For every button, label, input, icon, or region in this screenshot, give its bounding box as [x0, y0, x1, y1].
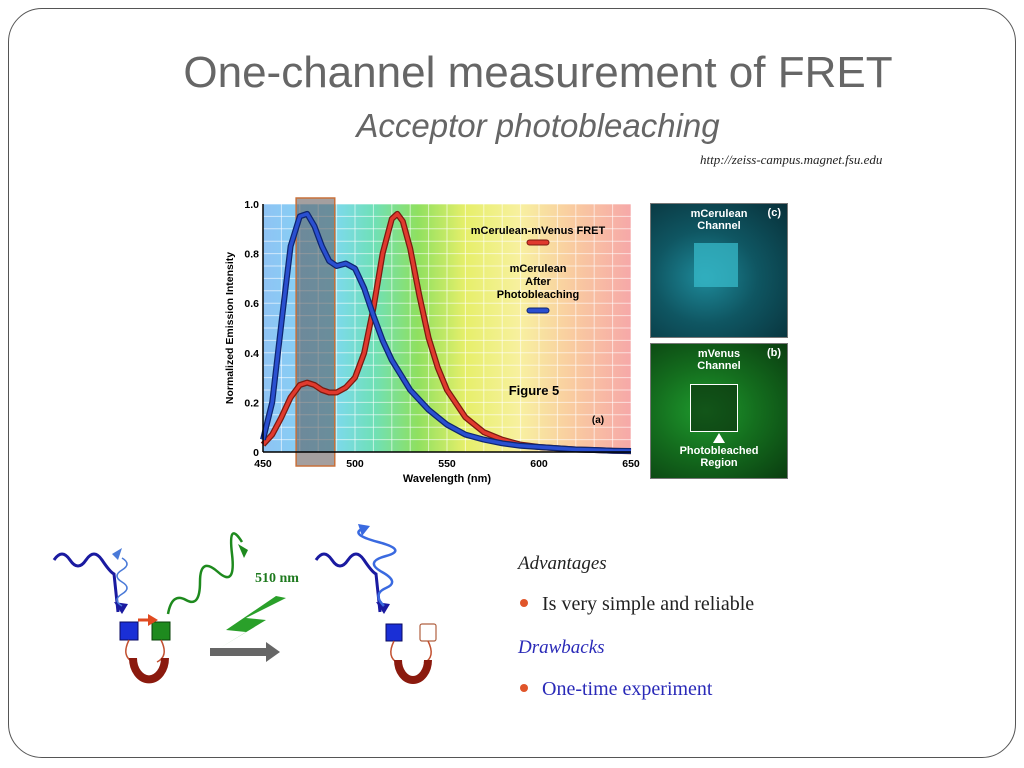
emission-chart: 450 500 550 600 650 0 0.2 0.4 0.6 0.8 1.0 Waveleng…	[224, 197, 640, 485]
y-tick-label: 0.4	[244, 348, 259, 360]
acceptor-box-left	[151, 621, 171, 641]
legend-fret-swatch	[526, 239, 550, 246]
donor-emission-right-icon	[357, 526, 397, 607]
acceptor-emission-wave-icon	[166, 532, 244, 615]
panel-c-title: mCerulean Channel	[690, 208, 748, 232]
energy-transfer-arrowhead-icon	[148, 614, 158, 626]
excitation-arrowhead-right-icon	[376, 602, 390, 614]
x-tick-label: 500	[346, 458, 364, 470]
bullet-dot-icon	[520, 599, 528, 608]
bullet-dot-icon	[520, 684, 528, 693]
x-tick-label: 550	[438, 458, 456, 470]
excitation-wave-right-icon	[314, 552, 382, 613]
legend-after-label: mCerulean After Photobleaching	[497, 263, 580, 301]
photobleached-square	[690, 384, 738, 432]
x-axis-label: Wavelength (nm)	[403, 473, 492, 485]
legend-after-swatch	[526, 307, 550, 314]
donor-box-right	[385, 623, 403, 642]
highlight-band	[295, 197, 336, 467]
donor-emission-arrowhead-right-icon	[358, 524, 370, 536]
legend-after-line: After	[525, 276, 551, 288]
mcerulean-channel-image: mCerulean Channel (c)	[650, 203, 788, 338]
y-tick-label: 0.8	[244, 249, 259, 261]
source-url: http://zeiss-campus.magnet.fsu.edu	[700, 152, 883, 167]
bright-region	[694, 243, 738, 287]
drawback-item: One-time experiment	[520, 678, 713, 701]
excitation-arrowhead-icon	[114, 602, 128, 614]
series-line-1	[261, 212, 632, 453]
donor-emission-wave-icon	[116, 557, 128, 607]
bleached-acceptor-box	[419, 623, 437, 642]
advantages-heading: Advantages	[518, 553, 607, 574]
x-tick-label: 450	[254, 458, 272, 470]
transition-arrow-shaft	[210, 648, 268, 656]
tick-labels: 450 500 550 600 650 0 0.2 0.4 0.6 0.8 1.0	[244, 199, 640, 470]
wavelength-label: 510 nm	[255, 571, 299, 586]
transition-arrowhead-icon	[266, 642, 280, 662]
y-tick-label: 0	[253, 447, 259, 459]
photobleached-region-label: Photobleached Region	[679, 445, 759, 469]
y-axis-label: Normalized Emission Intensity	[224, 252, 236, 404]
advantage-text: Is very simple and reliable	[542, 593, 755, 615]
panel-c-tag: (c)	[767, 207, 781, 219]
pointer-arrow-icon	[713, 433, 725, 443]
x-tick-label: 600	[530, 458, 548, 470]
mvenus-channel-image: mVenus Channel (b) Photobleached Region	[650, 343, 788, 479]
y-tick-label: 1.0	[244, 199, 259, 211]
u-shape-left	[129, 657, 169, 684]
linker-right	[390, 640, 432, 664]
y-tick-label: 0.6	[244, 298, 259, 310]
figure-label: Figure 5	[509, 383, 560, 398]
u-shape-right	[394, 659, 432, 684]
acceptor-emission-arrowhead-icon	[238, 544, 248, 558]
slide-frame	[8, 8, 1016, 758]
legend-after-line: Photobleaching	[497, 289, 580, 301]
panel-a-tag: (a)	[592, 415, 604, 426]
slide-title: One-channel measurement of FRET	[183, 48, 893, 97]
bleach-lightning-icon	[220, 596, 286, 648]
legend-fret-label: mCerulean-mVenus FRET	[471, 225, 606, 237]
y-tick-label: 0.2	[244, 397, 259, 409]
advantage-item: Is very simple and reliable	[520, 593, 754, 616]
curves-layer	[260, 210, 632, 455]
donor-box-left	[119, 621, 139, 641]
drawback-text: One-time experiment	[542, 678, 713, 700]
fret-diagram: 510 nm	[52, 524, 437, 684]
slide-subtitle: Acceptor photobleaching	[356, 107, 720, 144]
drawbacks-heading: Drawbacks	[518, 637, 605, 658]
panel-b-title: mVenus Channel	[697, 348, 741, 372]
x-tick-label: 650	[622, 458, 640, 470]
donor-emission-arrowhead-icon	[112, 548, 122, 560]
legend-after-line: mCerulean	[510, 263, 567, 275]
excitation-wave-icon	[52, 552, 120, 613]
panel-b-tag: (b)	[766, 347, 781, 359]
